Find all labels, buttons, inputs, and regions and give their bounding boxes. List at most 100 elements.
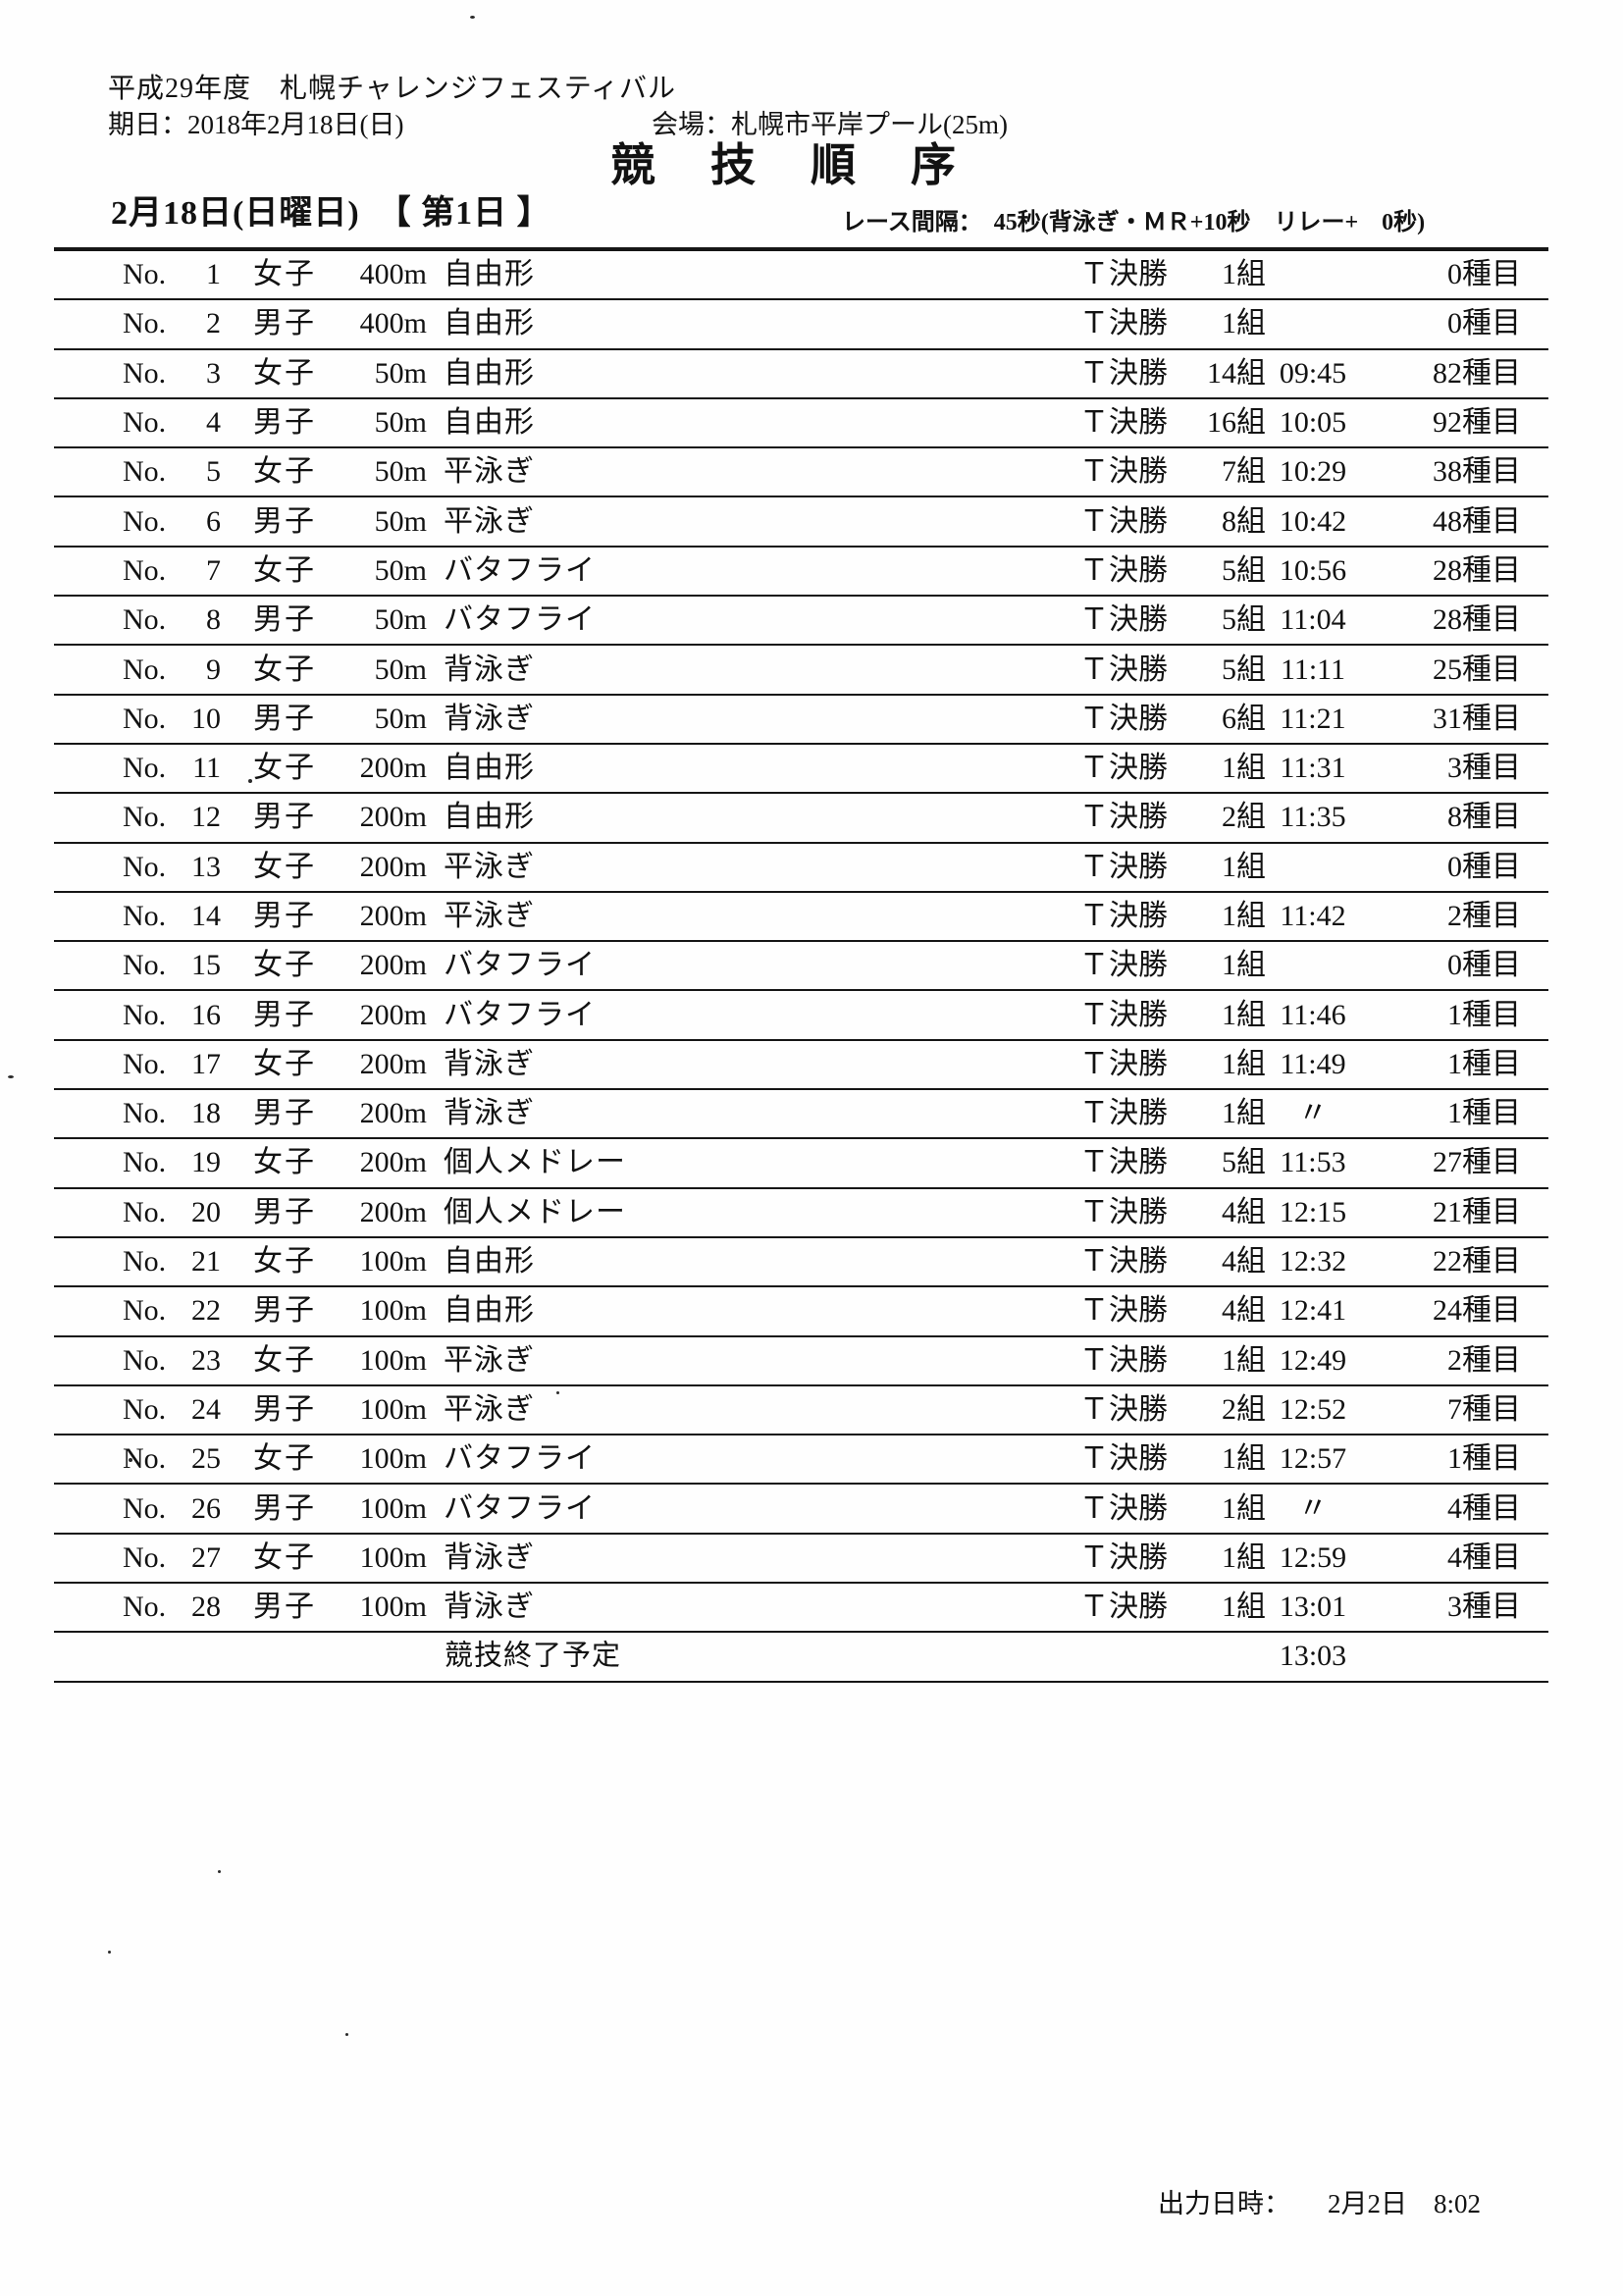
scan-speck [8,1075,14,1078]
event-row: No. 9 女子 50m 背泳ぎ Ｔ決勝 5組 11:11 25種目 [54,646,1548,696]
event-heat-count: 6組 [1222,702,1266,735]
fiscal-year-event-name: 平成29年度 札幌チャレンジフェスティバル [108,74,677,104]
event-distance: 200m [359,801,427,834]
event-row: No. 11 女子 200m 自由形 Ｔ決勝 1組 11:31 3種目 [54,745,1548,795]
event-distance: 200m [359,998,427,1031]
event-gender: 男子 [253,1097,316,1130]
event-round: Ｔ決勝 [1079,356,1168,390]
event-start-time: 10:29 [1279,455,1347,489]
event-no-label: No. [123,504,167,538]
event-round: Ｔ決勝 [1079,801,1168,834]
event-number: 4 [206,406,221,440]
event-no-label: No. [123,752,167,785]
event-number: 22 [191,1294,221,1328]
event-row: No. 7 女子 50m バタフライ Ｔ決勝 5組 10:56 28種目 [54,548,1548,598]
event-heat-count: 1組 [1222,900,1266,932]
event-round: Ｔ決勝 [1079,752,1168,785]
event-row: No. 26 男子 100m バタフライ Ｔ決勝 1組 〃 4種目 [54,1485,1548,1535]
event-no-label: No. [123,949,167,982]
event-no-label: No. [123,1195,167,1228]
event-no-label: No. [123,406,167,440]
event-no-label: No. [123,1146,167,1179]
event-kinds-count: 1種目 [1447,1047,1521,1080]
event-round: Ｔ決勝 [1079,652,1168,686]
event-start-time: 13:01 [1279,1591,1347,1624]
scan-speck [108,1951,111,1954]
event-stroke: 自由形 [444,801,535,834]
event-heat-count: 5組 [1222,1146,1266,1179]
page-title: 競 技 順 序 [610,140,961,190]
event-heat-count: 1組 [1222,752,1266,785]
event-number: 17 [191,1047,221,1080]
event-row: No. 23 女子 100m 平泳ぎ Ｔ決勝 1組 12:49 2種目 [54,1337,1548,1386]
event-number: 5 [206,455,221,489]
event-kinds-count: 1種目 [1447,998,1521,1031]
event-kinds-count: 25種目 [1433,652,1521,686]
event-no-label: No. [123,1591,167,1624]
event-number: 16 [191,998,221,1031]
event-number: 26 [191,1491,221,1525]
event-round: Ｔ決勝 [1079,702,1168,735]
event-start-time: 12:32 [1279,1245,1347,1278]
event-gender: 女子 [253,949,316,982]
event-number: 13 [191,850,221,883]
event-heat-count: 1組 [1222,949,1266,982]
event-distance: 200m [359,752,427,785]
event-distance: 50m [374,603,427,637]
finish-schedule-label: 競技終了予定 [445,1640,622,1672]
event-gender: 男子 [253,307,316,340]
event-stroke: バタフライ [444,603,596,637]
event-start-time: 11:53 [1280,1146,1346,1179]
event-heat-count: 5組 [1222,603,1266,637]
event-number: 14 [191,900,221,932]
event-number: 3 [206,356,221,390]
event-kinds-count: 27種目 [1433,1146,1521,1179]
event-distance: 100m [359,1294,427,1328]
event-round: Ｔ決勝 [1079,1146,1168,1179]
event-heat-count: 1組 [1222,1097,1266,1130]
event-venue: 会場：札幌市平岸プール(25m) [652,110,1008,139]
event-round: Ｔ決勝 [1079,850,1168,883]
event-heat-count: 1組 [1222,998,1266,1031]
event-round: Ｔ決勝 [1079,1491,1168,1525]
event-start-time: 11:11 [1280,652,1346,686]
race-interval-note: レース間隔： 45秒(背泳ぎ・ＭＲ+10秒 リレー+ 0秒) [842,210,1426,235]
event-round: Ｔ決勝 [1079,307,1168,340]
event-kinds-count: 48種目 [1433,504,1521,538]
event-kinds-count: 24種目 [1433,1294,1521,1328]
event-gender: 女子 [253,455,316,489]
event-start-time: 12:15 [1279,1195,1347,1228]
event-no-label: No. [123,1491,167,1525]
event-start-time: 11:31 [1280,752,1346,785]
event-no-label: No. [123,1294,167,1328]
event-stroke: 自由形 [444,1294,535,1328]
event-stroke: 背泳ぎ [444,702,535,735]
event-row: No. 27 女子 100m 背泳ぎ Ｔ決勝 1組 12:59 4種目 [54,1535,1548,1585]
event-row: No. 20 男子 200m 個人メドレー Ｔ決勝 4組 12:15 21種目 [54,1189,1548,1238]
event-row: No. 28 男子 100m 背泳ぎ Ｔ決勝 1組 13:01 3種目 [54,1584,1548,1634]
event-number: 18 [191,1097,221,1130]
event-kinds-count: 82種目 [1433,356,1521,390]
event-distance: 200m [359,850,427,883]
event-start-time: 11:46 [1280,998,1346,1031]
event-round: Ｔ決勝 [1079,1392,1168,1426]
event-round: Ｔ決勝 [1079,504,1168,538]
print-datetime-value: 2月2日 8:02 [1328,2189,1482,2218]
event-start-time: 12:49 [1279,1343,1347,1377]
event-round: Ｔ決勝 [1079,949,1168,982]
event-round: Ｔ決勝 [1079,603,1168,637]
event-heat-count: 8組 [1222,504,1266,538]
event-distance: 50m [374,504,427,538]
scan-speck [345,2033,348,2036]
event-distance: 50m [374,356,427,390]
event-round: Ｔ決勝 [1079,1195,1168,1228]
event-kinds-count: 0種目 [1447,949,1521,982]
event-gender: 男子 [253,406,316,440]
event-start-time: 10:05 [1279,406,1347,440]
event-heat-count: 1組 [1222,850,1266,883]
event-gender: 男子 [253,1491,316,1525]
event-gender: 男子 [253,1294,316,1328]
event-kinds-count: 92種目 [1433,406,1521,440]
event-row: No. 12 男子 200m 自由形 Ｔ決勝 2組 11:35 8種目 [54,794,1548,844]
event-no-label: No. [123,1343,167,1377]
